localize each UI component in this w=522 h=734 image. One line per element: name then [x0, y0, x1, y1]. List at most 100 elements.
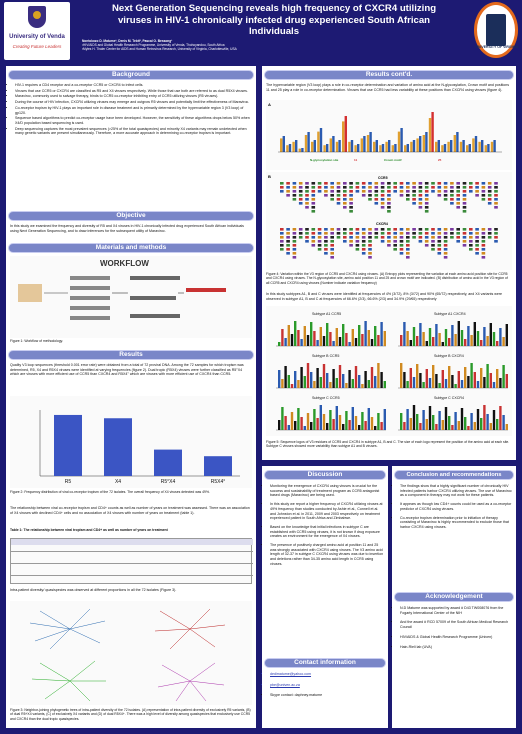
amino-acid-cell — [368, 240, 372, 243]
entropy-bar-ccr5 — [385, 141, 388, 152]
amino-acid-cell — [431, 248, 435, 251]
amino-acid-cell — [305, 190, 309, 193]
amino-acid-cell — [349, 210, 353, 213]
amino-acid-cell — [330, 182, 334, 185]
logo-letter-stack — [290, 412, 294, 430]
entropy-bar-ccr5 — [397, 131, 401, 152]
amino-acid-cell — [380, 194, 385, 197]
amino-acid-cell — [487, 182, 492, 185]
entropy-bar-ccr5 — [447, 141, 450, 152]
entropy-bar-cxcr4 — [381, 144, 385, 152]
amino-acid-cell — [387, 198, 391, 201]
amino-acid-cell — [494, 190, 498, 193]
logo-letter-stack — [348, 342, 351, 346]
author-block: Nontokozo D. Matume¹, Denis M. Tebit², P… — [82, 39, 466, 51]
amino-acid-cell — [305, 182, 309, 185]
amino-acid-cell — [280, 186, 284, 189]
logo-letter-stack — [454, 334, 457, 346]
amino-acid-cell — [286, 190, 290, 193]
logo-letter-stack — [383, 331, 386, 346]
amino-acid-cell — [494, 186, 498, 189]
logo-letter-stack — [422, 332, 425, 346]
amino-acid-cell — [424, 236, 429, 239]
logo-letter-stack — [409, 368, 412, 388]
entropy-bar-ccr5 — [391, 145, 394, 152]
logo-letter-stack — [290, 384, 294, 388]
amino-acid-cell — [437, 252, 442, 255]
amino-acid-cell — [336, 236, 341, 239]
entropy-bar-cxcr4 — [406, 144, 409, 152]
logo-letter-stack — [492, 382, 496, 388]
logo-letter-stack — [370, 367, 374, 388]
amino-acid-cell — [374, 228, 379, 231]
amino-acid-cell — [374, 186, 379, 189]
discussion-item: Monitoring the emergence of CXCR4 using … — [270, 484, 385, 498]
entropy-bar-ccr5 — [342, 121, 345, 152]
logo-letter-stack — [342, 324, 345, 346]
amino-acid-cell — [412, 236, 416, 239]
logo-letter-stack — [473, 422, 476, 430]
logo-letter-stack — [310, 322, 313, 346]
logo-letter-stack — [425, 419, 428, 430]
category-label: R5°X4 — [161, 479, 176, 485]
amino-acid-cell — [406, 186, 410, 189]
tree-c — [31, 660, 106, 702]
logo-letter-stack — [489, 423, 492, 430]
amino-acid-cell — [343, 198, 347, 201]
amino-acid-cell — [336, 182, 341, 185]
entropy-bar-ccr5 — [280, 138, 283, 152]
amino-acid-cell — [280, 190, 284, 193]
logo-letter-stack — [432, 365, 435, 388]
entropy-bar-cxcr4 — [400, 128, 403, 152]
amino-acid-cell — [374, 236, 379, 239]
logo-letter-stack — [438, 411, 441, 430]
tree-d — [157, 662, 225, 702]
logo-letter-stack — [496, 369, 499, 388]
amino-acid-cell — [361, 248, 366, 251]
workflow-step — [130, 296, 176, 300]
amino-acid-cell — [456, 206, 460, 209]
logo-letter-stack — [464, 367, 467, 388]
amino-acid-cell — [462, 232, 467, 235]
logo-letter-stack — [351, 407, 354, 430]
amino-acid-cell — [380, 228, 385, 231]
entropy-bar-ccr5 — [366, 135, 370, 152]
logo-letter-stack — [409, 340, 412, 346]
glycosylation-site-label: N-glycosylation site — [310, 158, 339, 162]
amino-acid-cell — [406, 198, 410, 201]
amino-acid-cell — [349, 240, 353, 243]
amino-acid-cell — [393, 228, 397, 231]
logo-letter-stack — [406, 409, 409, 430]
logo-letter-stack — [444, 329, 448, 346]
amino-acid-cell — [481, 248, 486, 251]
logo-letter-stack — [358, 325, 361, 346]
logo-letter-stack — [329, 410, 332, 430]
entropy-bar-cxcr4 — [344, 116, 347, 152]
entropy-bars — [278, 112, 502, 153]
logo-letter-stack — [374, 426, 377, 430]
discussion-item: Based on the knowledge that initial infe… — [270, 525, 385, 539]
amino-acid-cell — [481, 240, 486, 243]
subtype-text: In this study subtypes A1, B and C virus… — [266, 292, 503, 301]
logo-letter-stack — [435, 324, 438, 346]
table-divider — [11, 575, 253, 576]
amino-acid-cell — [475, 186, 479, 189]
amino-acid-cell — [286, 232, 290, 235]
amino-acid-cell — [349, 186, 353, 189]
amino-acid-cell — [424, 228, 429, 231]
amino-acid-cell — [311, 244, 316, 247]
logo-letter-stack — [419, 423, 422, 430]
entropy-bar-ccr5 — [348, 141, 351, 152]
logo-letter-stack — [492, 410, 496, 430]
entropy-bar-cxcr4 — [419, 136, 422, 152]
amino-acid-cell — [286, 248, 290, 251]
amino-acid-cell — [393, 186, 397, 189]
amino-acid-cell — [298, 198, 303, 201]
logo-panel-title: Subtype C CXCR4 — [434, 396, 464, 400]
conclusion-panel: Conclusion and recommendations The findi… — [392, 466, 516, 728]
amino-acid-cell — [343, 236, 347, 239]
amino-acid-cell — [456, 182, 460, 185]
amino-acid-cell — [343, 240, 347, 243]
amino-acid-cell — [298, 194, 303, 197]
